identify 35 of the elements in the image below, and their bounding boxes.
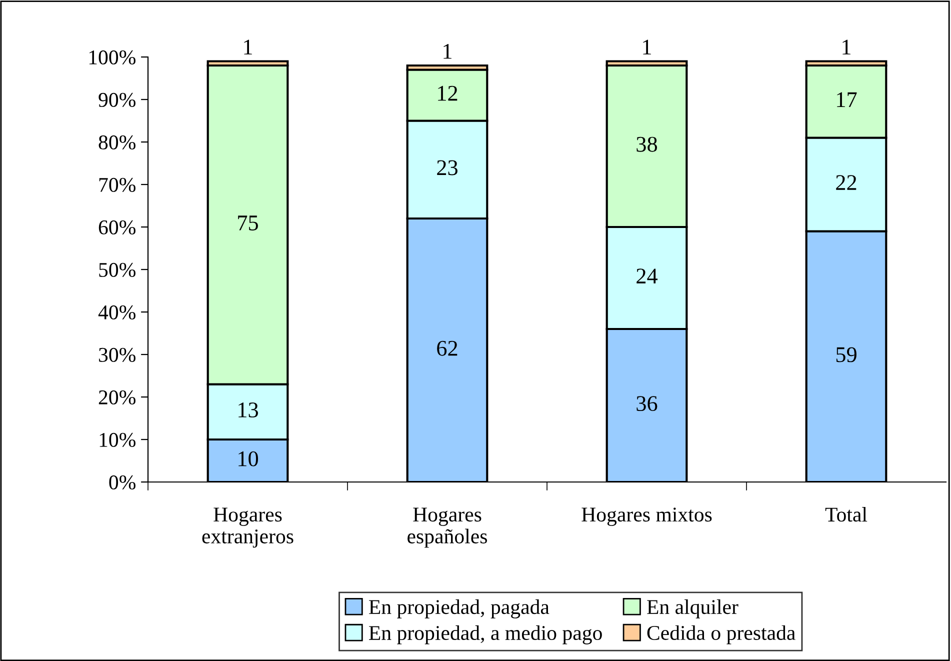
data-label: 22	[836, 175, 856, 190]
y-tick-label: 70%	[99, 178, 136, 192]
data-label: 1	[244, 40, 252, 54]
y-tick-label: 30%	[99, 348, 136, 362]
y-tick-label: 20%	[98, 390, 136, 404]
y-tick-label: 50%	[99, 262, 136, 277]
y-tick-label: 100%	[89, 50, 136, 64]
data-label: 59	[836, 347, 856, 362]
data-label: 10	[238, 451, 258, 466]
y-tick-label: 0%	[109, 475, 136, 490]
data-label: 13	[238, 402, 258, 418]
legend-label: En propiedad, a medio pago	[369, 625, 602, 644]
data-label: 1	[643, 40, 651, 54]
y-tick-label: 10%	[100, 432, 136, 447]
data-label: 12	[438, 86, 458, 101]
y-tick-label: 80%	[98, 135, 136, 150]
data-label: 38	[636, 136, 658, 152]
data-label: 17	[837, 92, 857, 107]
data-label: 1	[444, 44, 452, 59]
data-label: 62	[437, 340, 458, 356]
data-label: 75	[238, 216, 258, 230]
legend-label: Cedida o prestada	[647, 625, 796, 644]
y-tick-label: 90%	[98, 92, 136, 107]
x-tick-label: Hogares mixtos	[582, 508, 712, 526]
x-tick-label: Hogares extranjeros	[202, 508, 294, 548]
legend-label: En propiedad, pagada	[369, 599, 550, 618]
data-label: 1	[842, 40, 850, 54]
x-tick-label: Hogares españoles	[408, 508, 487, 548]
data-label: 23	[437, 160, 458, 176]
data-label: 36	[636, 396, 658, 412]
x-tick-label: Total	[825, 507, 868, 522]
legend-label: En alquiler	[647, 599, 738, 618]
data-label: 24	[636, 268, 658, 284]
y-tick-label: 60%	[98, 220, 136, 234]
y-tick-label: 40%	[98, 305, 136, 320]
